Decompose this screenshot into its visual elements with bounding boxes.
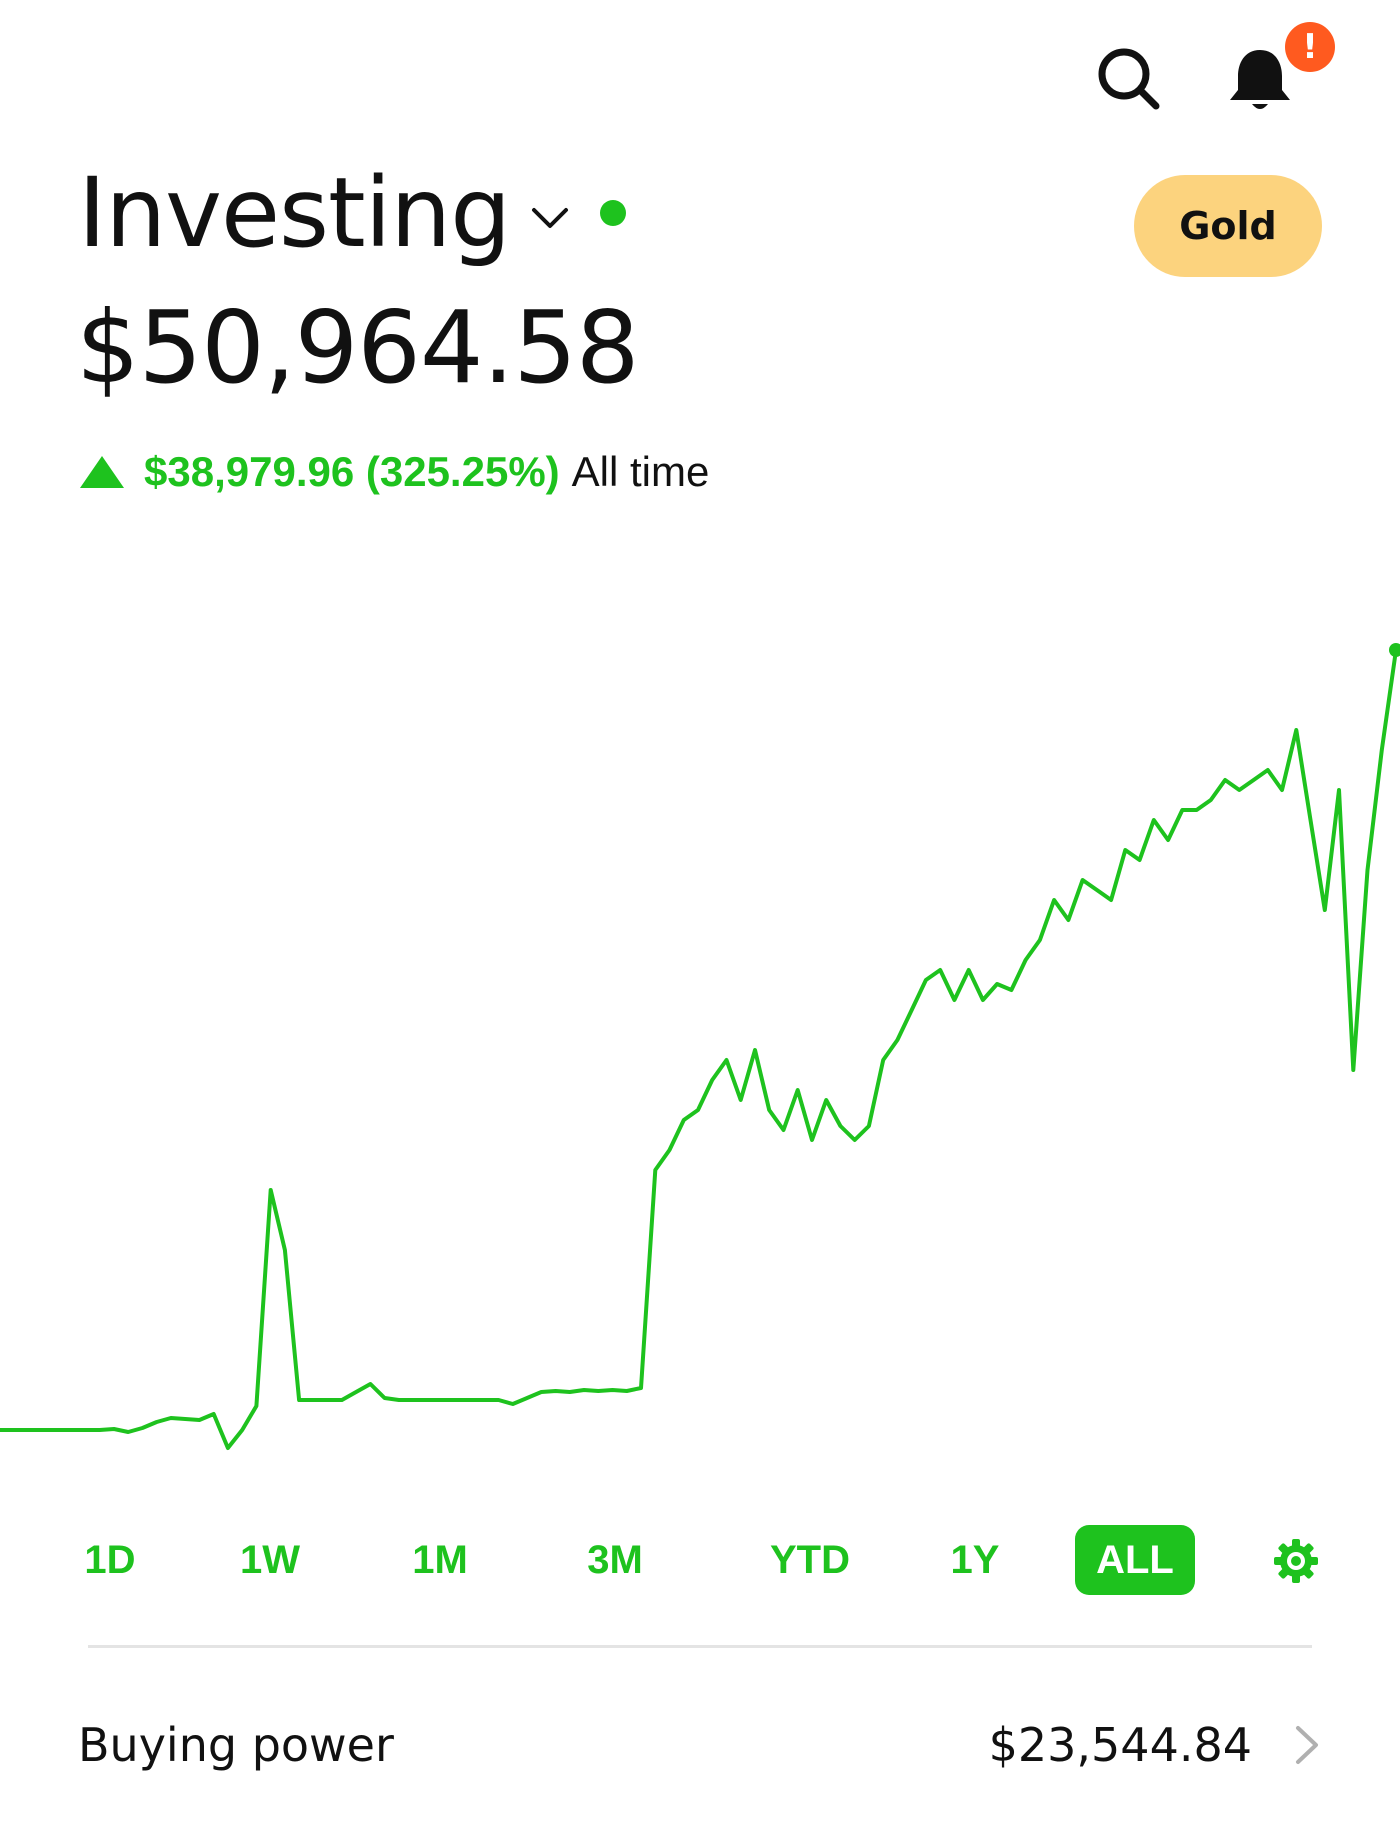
- gold-button[interactable]: Gold: [1134, 175, 1322, 277]
- range-1w[interactable]: 1W: [240, 1538, 300, 1582]
- notification-badge: !: [1285, 22, 1335, 72]
- live-status-dot: [600, 200, 627, 226]
- buying-power-label: Buying power: [78, 1718, 394, 1772]
- portfolio-change: $38,979.96 (325.25%) All time: [80, 448, 709, 496]
- portfolio-chart[interactable]: [0, 590, 1400, 1490]
- gear-icon[interactable]: [1272, 1537, 1320, 1585]
- search-icon[interactable]: [1090, 40, 1170, 120]
- buying-power-value: $23,544.84: [988, 1718, 1252, 1772]
- change-period: All time: [571, 448, 710, 495]
- range-all[interactable]: ALL: [1075, 1525, 1195, 1595]
- page-title: Investing: [78, 157, 511, 269]
- chart-series-line: [0, 648, 1398, 1450]
- buying-power-row[interactable]: Buying power $23,544.84: [78, 1710, 1322, 1780]
- chevron-down-icon: [532, 208, 569, 228]
- range-1m[interactable]: 1M: [412, 1538, 468, 1582]
- up-arrow-icon: [80, 456, 124, 488]
- range-1y[interactable]: 1Y: [950, 1538, 1000, 1582]
- account-selector[interactable]: Investing: [78, 157, 627, 269]
- portfolio-total-value: $50,964.58: [76, 289, 640, 406]
- chart-end-point: [1389, 643, 1400, 657]
- range-3m[interactable]: 3M: [587, 1538, 643, 1582]
- range-1d[interactable]: 1D: [84, 1538, 136, 1582]
- change-amount: $38,979.96 (325.25%): [144, 448, 560, 495]
- divider: [88, 1645, 1312, 1648]
- top-bar: !: [1040, 22, 1340, 120]
- chevron-right-icon: [1296, 1726, 1318, 1764]
- bell-icon[interactable]: [1220, 40, 1300, 120]
- time-range-selector: 1D 1W 1M 3M YTD 1Y ALL: [40, 1525, 1360, 1595]
- range-ytd[interactable]: YTD: [770, 1538, 850, 1582]
